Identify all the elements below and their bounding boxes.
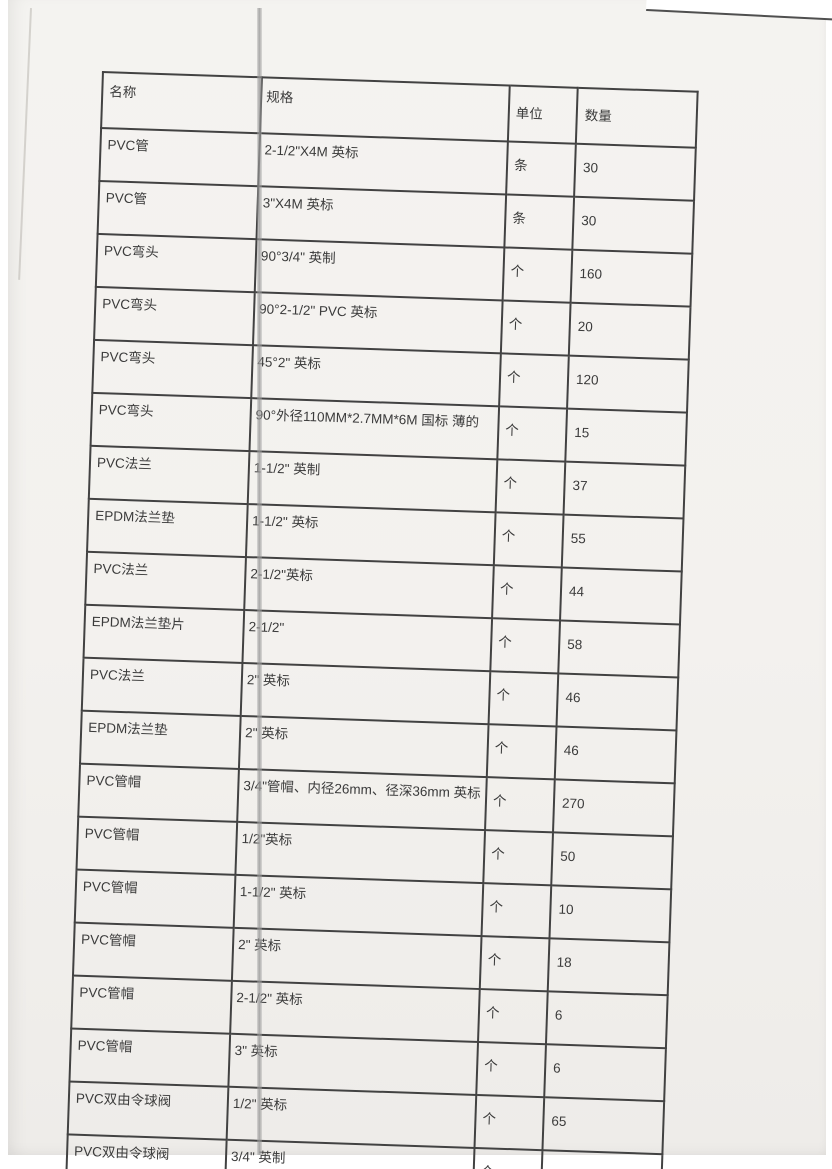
unit-cell: 个 xyxy=(488,671,559,727)
unit-cell: 个 xyxy=(502,247,573,303)
spec-cell: 2" 英标 xyxy=(231,927,482,990)
name-cell: EPDM法兰垫 xyxy=(87,498,248,558)
spec-cell: 2-1/2"英标 xyxy=(244,557,494,619)
spec-cell: 2" 英标 xyxy=(240,662,491,725)
qty-cell: 270 xyxy=(553,779,675,837)
unit-cell: 个 xyxy=(474,1094,545,1151)
qty-cell: 50 xyxy=(551,832,673,890)
qty-cell: 15 xyxy=(565,408,687,466)
unit-cell: 个 xyxy=(479,936,550,992)
qty-cell: 46 xyxy=(554,726,677,784)
spec-cell: 1/2"英标 xyxy=(235,821,486,884)
name-cell: PVC弯头 xyxy=(92,339,253,399)
name-cell: PVC双由令球阀 xyxy=(65,1134,227,1169)
name-cell: PVC弯头 xyxy=(94,286,255,346)
unit-cell: 条 xyxy=(506,141,576,197)
qty-cell: 18 xyxy=(547,938,670,996)
spec-cell: 2-1/2"X4M 英标 xyxy=(258,133,508,195)
qty-cell: 30 xyxy=(574,143,696,201)
spec-cell: 3" 英标 xyxy=(228,1033,479,1095)
qty-cell: 46 xyxy=(556,673,679,731)
qty-cell: 44 xyxy=(560,567,682,625)
materials-table: 名称 规格 单位 数量 PVC管 2-1/2"X4M 英标条 30 PVC管 3"X4M… xyxy=(58,71,699,1169)
unit-cell: 个 xyxy=(476,1042,546,1098)
unit-cell: 个 xyxy=(490,618,561,674)
header-name: 名称 xyxy=(101,72,262,134)
spec-cell: 1-1/2" 英标 xyxy=(245,504,496,566)
spec-cell: 90°2-1/2" PVC 英标 xyxy=(252,292,503,354)
header-unit: 单位 xyxy=(507,85,578,144)
qty-cell: 55 xyxy=(561,514,684,572)
name-cell: PVC管帽 xyxy=(69,1028,231,1087)
spec-cell: 3/4"管帽、内径26mm、径深36mm 英标 xyxy=(237,768,487,831)
unit-cell: 个 xyxy=(497,406,568,462)
unit-cell: 个 xyxy=(500,300,571,356)
name-cell: PVC管帽 xyxy=(78,763,239,822)
name-cell: PVC管帽 xyxy=(76,816,238,875)
name-cell: PVC法兰 xyxy=(88,445,250,505)
name-cell: PVC管 xyxy=(97,180,259,240)
header-spec: 规格 xyxy=(260,77,510,142)
paper-background xyxy=(8,0,826,1155)
scanner-streak-line xyxy=(257,8,262,1155)
materials-table-body: PVC管 2-1/2"X4M 英标条 30 PVC管 3"X4M 英标条 30 PVC弯头 9… xyxy=(59,128,696,1169)
name-cell: PVC管帽 xyxy=(72,922,234,981)
qty-cell: 10 xyxy=(549,885,672,943)
qty-cell: 120 xyxy=(567,355,689,413)
qty-cell: 20 xyxy=(568,302,691,360)
qty-cell: 160 xyxy=(570,249,693,307)
spec-cell: 2" 英标 xyxy=(238,715,489,778)
unit-cell: 个 xyxy=(486,724,557,780)
unit-cell: 条 xyxy=(504,194,575,250)
unit-cell: 个 xyxy=(485,777,555,833)
name-cell: PVC法兰 xyxy=(81,657,243,716)
qty-cell: 30 xyxy=(572,196,695,254)
qty-cell: 6 xyxy=(544,1044,666,1102)
spec-cell: 3"X4M 英标 xyxy=(256,186,507,248)
spec-cell: 90°外径110MM*2.7MM*6M 国标 薄的 xyxy=(249,398,500,460)
unit-cell: 个 xyxy=(493,512,564,568)
unit-cell: 个 xyxy=(472,1147,543,1169)
spec-cell: 1/2" 英标 xyxy=(226,1086,477,1148)
name-cell: EPDM法兰垫 xyxy=(80,710,241,769)
spec-cell: 90°3/4" 英制 xyxy=(254,239,505,301)
name-cell: PVC管帽 xyxy=(74,869,236,928)
unit-cell: 个 xyxy=(492,565,562,621)
name-cell: EPDM法兰垫片 xyxy=(83,604,245,663)
spec-cell: 45°2" 英标 xyxy=(251,345,501,407)
spec-cell: 2-1/2" 英标 xyxy=(230,980,480,1043)
table-container: 名称 规格 单位 数量 PVC管 2-1/2"X4M 英标条 30 PVC管 3"X4M… xyxy=(58,71,699,1169)
unit-cell: 个 xyxy=(481,883,552,939)
spec-cell: 1-1/2" 英制 xyxy=(247,451,498,513)
header-qty: 数量 xyxy=(575,87,698,148)
unit-cell: 个 xyxy=(478,989,548,1045)
unit-cell: 个 xyxy=(495,459,566,515)
spec-cell: 1-1/2" 英标 xyxy=(233,874,484,937)
name-cell: PVC管帽 xyxy=(71,975,232,1034)
qty-cell: 65 xyxy=(542,1097,665,1155)
qty-cell: 6 xyxy=(545,991,668,1049)
name-cell: PVC法兰 xyxy=(85,551,246,611)
name-cell: PVC弯头 xyxy=(95,233,257,293)
name-cell: PVC管 xyxy=(99,128,261,187)
qty-cell: 37 xyxy=(563,461,686,519)
name-cell: PVC弯头 xyxy=(90,392,252,452)
qty-cell: 81 xyxy=(540,1150,663,1169)
spec-cell: 2-1/2" xyxy=(242,610,493,672)
name-cell: PVC双由令球阀 xyxy=(67,1081,229,1140)
unit-cell: 个 xyxy=(499,353,569,409)
qty-cell: 58 xyxy=(558,620,680,678)
unit-cell: 个 xyxy=(483,830,554,886)
